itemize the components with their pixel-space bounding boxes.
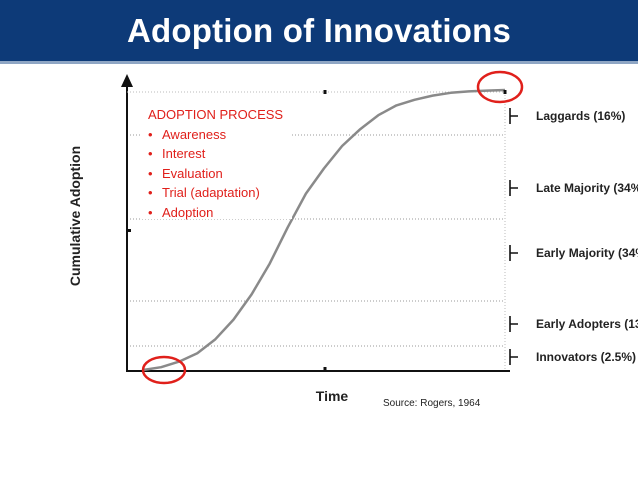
level-label: Innovators (2.5%) [536, 350, 636, 364]
start-highlight-circle [141, 355, 187, 385]
source-citation: Source: Rogers, 1964 [383, 398, 481, 409]
y-axis-arrow [121, 74, 133, 87]
process-item-adoption: • Adoption [148, 204, 214, 220]
axis-tick [503, 90, 507, 94]
process-item-awareness: • Awareness [148, 126, 227, 142]
level-tick [509, 108, 518, 124]
adoption-process-heading: ADOPTION PROCESS [148, 107, 284, 122]
level-label: Early Adopters (13.5%) [536, 317, 638, 331]
process-item-interest: • Interest [148, 146, 206, 161]
process-item-trial: • Trial (adaptation) [148, 185, 260, 200]
y-axis-label: Cumulative Adoption [67, 146, 83, 286]
adoption-process-box: ADOPTION PROCESS • Awareness • Interest • E… [142, 101, 292, 220]
level-tick [509, 180, 518, 196]
level-tick [509, 349, 518, 365]
level-tick [509, 316, 518, 332]
level-tick [509, 245, 518, 261]
process-item-evaluation: • Evaluation [148, 165, 223, 181]
level-label: Early Majority (34%) [536, 246, 638, 260]
level-label: Laggards (16%) [536, 109, 625, 123]
axis-tick [127, 229, 131, 232]
title-bar: Adoption of Innovations [0, 0, 638, 64]
axis-tick [323, 90, 327, 94]
end-highlight-circle [476, 70, 524, 104]
x-axis-label: Time [316, 388, 349, 404]
level-label: Late Majority (34%) [536, 181, 638, 195]
adoption-process-list: • Awareness • Interest • Evaluation • Trial … [148, 125, 292, 223]
slide-title: Adoption of Innovations [126, 12, 512, 49]
axis-tick [323, 367, 327, 371]
level-markers: Innovators (2.5%) Early Adopters (13.5%) E… [127, 90, 638, 371]
adoption-curve [142, 88, 506, 372]
